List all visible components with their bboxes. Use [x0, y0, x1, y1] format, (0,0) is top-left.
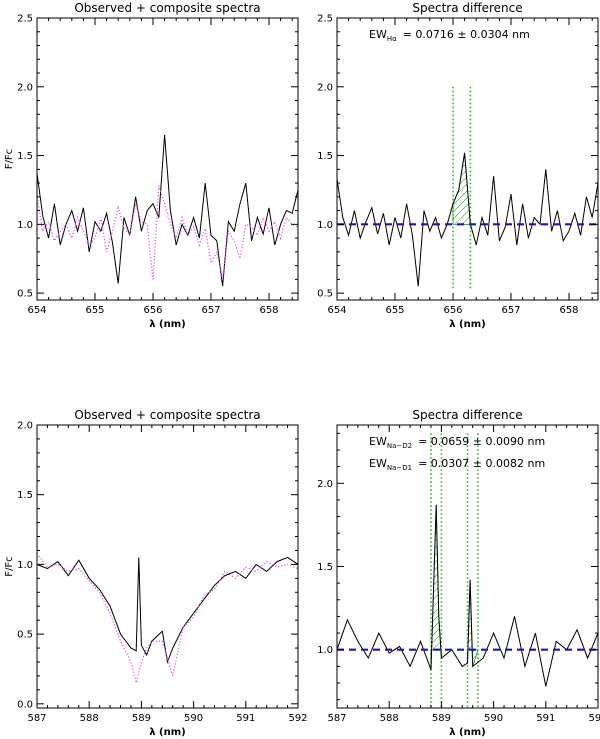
y-tick-label: 2.0: [317, 479, 333, 490]
panel-ha_obs: Observed + composite spectra 654 655 656 657…: [4, 1, 299, 330]
y-tick-label: 1.5: [317, 151, 333, 162]
integration-area: [430, 504, 442, 670]
y-tick-label: 1.5: [17, 151, 33, 162]
panel-na_obs: Observed + composite spectra 587 588 589 590…: [4, 408, 308, 738]
panel-title: Observed + composite spectra: [74, 1, 260, 15]
y-tick-label: 0.5: [317, 289, 333, 300]
plot-area: [37, 134, 298, 287]
y-tick-label: 1.0: [17, 220, 33, 231]
x-tick-label: 588: [80, 713, 99, 724]
y-tick-label: 0.5: [17, 289, 33, 300]
x-tick-label: 655: [85, 305, 104, 316]
ew-annotation: EWNa−D1 = 0.0307 ± 0.0082 nm: [369, 457, 545, 472]
plot-area: [337, 86, 598, 291]
series-difference: [337, 504, 598, 687]
axes-frame: [336, 17, 599, 301]
x-tick-label: 587: [327, 713, 346, 724]
series-difference: [337, 152, 598, 287]
y-tick-label: 1.0: [17, 560, 33, 571]
x-tick-label: 591: [236, 713, 255, 724]
x-tick-label: 591: [536, 713, 555, 724]
series-observed: [37, 134, 298, 287]
x-axis-label: λ (nm): [149, 319, 186, 330]
panel-na_diff: Spectra difference 587 588 589 590 591 592 1.0 1…: [317, 408, 600, 738]
x-tick-label: 592: [288, 713, 307, 724]
x-tick-label: 654: [27, 305, 46, 316]
x-tick-label: 658: [559, 305, 578, 316]
plot-area: [337, 433, 598, 708]
x-tick-label: 589: [432, 713, 451, 724]
y-tick-label: 2.0: [317, 82, 333, 93]
x-tick-label: 657: [501, 305, 520, 316]
x-tick-label: 656: [443, 305, 462, 316]
panel-ha_diff: Spectra difference 654 655 656 657 658 0.5 1.0 1…: [317, 1, 599, 330]
x-axis-label: λ (nm): [449, 727, 486, 738]
y-tick-label: 2.5: [317, 14, 333, 25]
x-tick-label: 656: [143, 305, 162, 316]
panel-title: Observed + composite spectra: [74, 408, 260, 422]
y-tick-label: 1.5: [17, 490, 33, 501]
ew-annotation: EWHα = 0.0716 ± 0.0304 nm: [369, 28, 530, 43]
y-tick-label: 1.5: [317, 562, 333, 573]
x-axis-label: λ (nm): [449, 319, 486, 330]
x-tick-label: 590: [484, 713, 503, 724]
y-tick-label: 2.0: [17, 82, 33, 93]
y-axis-label: F/Fc: [4, 556, 15, 576]
x-tick-label: 592: [588, 713, 600, 724]
series-observed: [37, 556, 298, 664]
series-composite: [37, 552, 298, 684]
x-tick-label: 658: [259, 305, 278, 316]
y-tick-label: 0.0: [17, 699, 33, 710]
x-tick-label: 590: [184, 713, 203, 724]
x-tick-label: 657: [201, 305, 220, 316]
series-composite: [37, 185, 298, 280]
y-axis-label: F/Fc: [4, 149, 15, 169]
x-tick-label: 588: [380, 713, 399, 724]
x-axis-label: λ (nm): [149, 727, 186, 738]
x-tick-label: 589: [132, 713, 151, 724]
x-tick-label: 654: [327, 305, 346, 316]
y-tick-label: 0.5: [17, 630, 33, 641]
x-tick-label: 587: [27, 713, 46, 724]
panel-title: Spectra difference: [412, 408, 522, 422]
y-tick-label: 2.0: [17, 421, 33, 432]
x-tick-label: 655: [385, 305, 404, 316]
panel-title: Spectra difference: [412, 1, 522, 15]
axes-frame: [36, 424, 299, 709]
y-tick-label: 1.0: [317, 220, 333, 231]
y-tick-label: 1.0: [317, 645, 333, 656]
axes-frame: [36, 17, 299, 301]
ew-annotation: EWNa−D2 = 0.0659 ± 0.0090 nm: [369, 435, 545, 450]
y-tick-label: 2.5: [17, 14, 33, 25]
plot-area: [37, 552, 298, 684]
